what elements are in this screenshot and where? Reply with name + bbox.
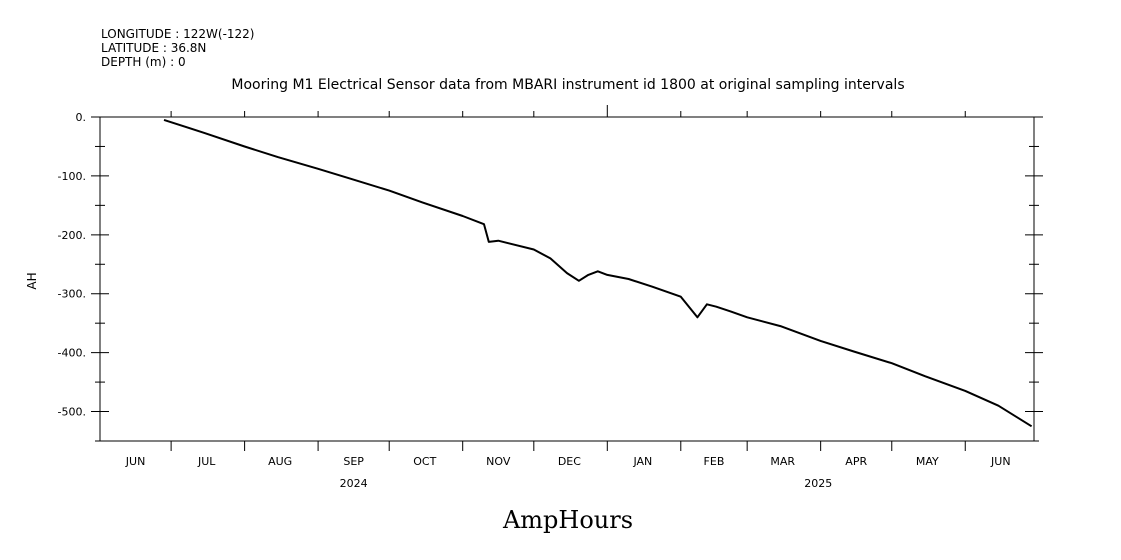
x-axis: JUN JUL AUG SEP OCT NOV DEC JAN FEB MAR APR MAY JUN 2… <box>125 105 1011 490</box>
x-month-label: APR <box>845 455 867 468</box>
x-month-label: JUN <box>990 455 1011 468</box>
y-tick-label: -500. <box>58 406 86 419</box>
x-year-label: 2024 <box>340 477 368 490</box>
x-month-label: SEP <box>343 455 364 468</box>
x-month-label: MAR <box>770 455 795 468</box>
x-month-label: OCT <box>413 455 436 468</box>
depth-label: DEPTH (m) : 0 <box>101 55 186 69</box>
y-tick-label: 0. <box>76 111 87 124</box>
x-month-label: FEB <box>704 455 725 468</box>
x-month-label: MAY <box>916 455 939 468</box>
series-line <box>163 118 1033 428</box>
y-axis: 0. -100. -200. -300. -400. -500. <box>58 111 1043 442</box>
caption: AmpHours <box>502 506 633 534</box>
series-layer <box>163 118 1033 428</box>
x-month-label: DEC <box>558 455 581 468</box>
x-year-label: 2025 <box>804 477 832 490</box>
x-month-label: JUL <box>197 455 216 468</box>
longitude-label: LONGITUDE : 122W(-122) <box>101 27 255 41</box>
latitude-label: LATITUDE : 36.8N <box>101 41 206 55</box>
plot-frame <box>99 116 1035 442</box>
chart-title: Mooring M1 Electrical Sensor data from M… <box>231 77 904 93</box>
y-axis-label: AH <box>25 272 39 289</box>
y-tick-label: -300. <box>58 288 86 301</box>
x-month-label: JAN <box>632 455 652 468</box>
y-tick-label: -400. <box>58 347 86 360</box>
y-tick-label: -100. <box>58 170 86 183</box>
y-tick-label: -200. <box>58 229 86 242</box>
x-month-label: NOV <box>486 455 511 468</box>
x-month-label: JUN <box>125 455 146 468</box>
x-month-label: AUG <box>268 455 292 468</box>
